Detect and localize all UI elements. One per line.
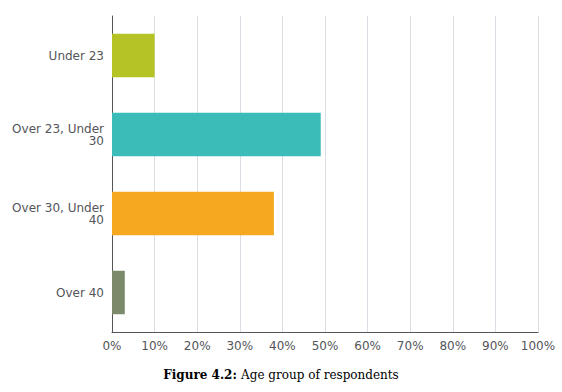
svg-text:30%: 30% [226, 339, 253, 353]
svg-text:60%: 60% [354, 339, 381, 353]
svg-text:20%: 20% [184, 339, 211, 353]
svg-text:Over 40: Over 40 [56, 286, 104, 300]
svg-text:0%: 0% [102, 339, 121, 353]
svg-text:Under 23: Under 23 [49, 49, 104, 63]
svg-text:100%: 100% [521, 339, 555, 353]
svg-text:Over 23, Under: Over 23, Under [12, 121, 104, 136]
svg-text:40: 40 [89, 213, 104, 227]
svg-text:40%: 40% [269, 339, 296, 353]
svg-text:Age group of respondents: Age group of respondents [240, 368, 399, 382]
svg-text:Over 30, Under: Over 30, Under [12, 200, 104, 215]
svg-text:90%: 90% [482, 339, 509, 353]
svg-text:70%: 70% [397, 339, 424, 353]
svg-text:Figure 4.2:: Figure 4.2: [163, 368, 237, 382]
svg-text:30: 30 [89, 134, 104, 148]
svg-text:80%: 80% [439, 339, 466, 353]
svg-text:50%: 50% [312, 339, 339, 353]
svg-text:10%: 10% [141, 339, 168, 353]
